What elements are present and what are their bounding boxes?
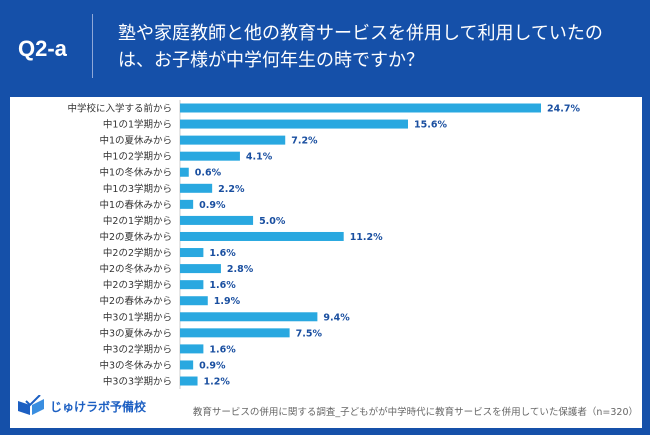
bar — [180, 376, 198, 386]
value-label: 1.6% — [209, 344, 236, 355]
chart-panel — [10, 97, 642, 428]
value-label: 2.8% — [227, 264, 254, 275]
question-id: Q2-a — [18, 36, 67, 61]
value-label: 2.2% — [218, 184, 245, 195]
bar — [180, 119, 408, 129]
bar — [180, 312, 318, 322]
page-title: 塾や家庭教師と他の教育サービスを併用して利用していたのは、お子様が中学何年生の時… — [118, 23, 603, 71]
value-label: 0.6% — [195, 168, 222, 179]
category-label: 中1の冬休みから — [99, 167, 172, 179]
category-label: 中2の1学期から — [103, 215, 172, 227]
category-label: 中1の1学期から — [103, 119, 172, 131]
value-label: 0.9% — [199, 360, 226, 371]
category-label: 中2の夏休みから — [99, 231, 172, 243]
value-label: 7.5% — [296, 328, 323, 339]
category-label: 中2の3学期から — [103, 279, 172, 291]
category-label: 中1の3学期から — [103, 183, 172, 195]
category-label: 中1の2学期から — [103, 151, 172, 163]
value-label: 4.1% — [246, 152, 273, 163]
value-label: 1.6% — [209, 248, 236, 259]
bar — [180, 199, 194, 209]
bar — [180, 103, 541, 113]
bar — [180, 280, 204, 290]
bar — [180, 167, 189, 177]
value-label: 15.6% — [414, 120, 447, 131]
bar — [180, 215, 254, 225]
bar — [180, 135, 286, 145]
category-label: 中3の2学期から — [103, 343, 172, 355]
category-label: 中3の1学期から — [103, 311, 172, 323]
category-label: 中2の2学期から — [103, 247, 172, 259]
category-label: 中2の春休みから — [99, 295, 172, 307]
book-logo-icon — [18, 395, 44, 415]
bar — [180, 248, 204, 258]
value-label: 1.2% — [204, 377, 231, 388]
value-label: 11.2% — [350, 232, 383, 243]
value-label: 1.6% — [209, 280, 236, 291]
category-label: 中1の夏休みから — [99, 135, 172, 147]
category-label: 中3の冬休みから — [99, 359, 172, 371]
logo: じゅけラボ予備校 — [16, 395, 146, 417]
header-divider — [92, 14, 93, 78]
value-label: 1.9% — [214, 296, 241, 307]
bar — [180, 231, 344, 241]
bar — [180, 360, 194, 370]
bar — [180, 344, 204, 354]
category-label: 中3の3学期から — [103, 376, 172, 388]
category-label: 中1の春休みから — [99, 199, 172, 211]
value-label: 7.2% — [291, 136, 318, 147]
bar — [180, 328, 290, 338]
value-label: 24.7% — [547, 104, 580, 115]
value-label: 0.9% — [199, 200, 226, 211]
category-label: 中2の冬休みから — [99, 263, 172, 275]
bar — [180, 296, 208, 306]
value-label: 5.0% — [259, 216, 286, 227]
bar — [180, 264, 221, 274]
bar — [180, 183, 213, 193]
category-label: 中3の夏休みから — [99, 327, 172, 339]
value-label: 9.4% — [323, 312, 350, 323]
survey-note: 教育サービスの併用に関する調査_子どもがが中学時代に教育サービスを併用していた保… — [192, 407, 638, 418]
logo-text: じゅけラボ予備校 — [50, 399, 147, 414]
category-label: 中学校に入学する前から — [67, 103, 172, 115]
bar — [180, 151, 240, 161]
